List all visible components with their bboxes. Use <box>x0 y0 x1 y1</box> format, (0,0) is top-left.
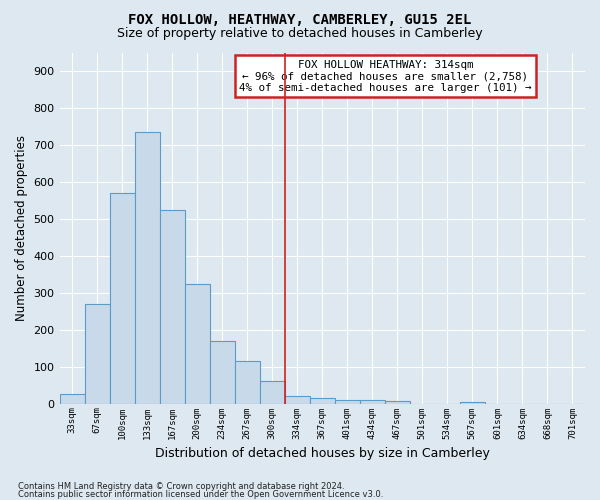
Bar <box>160 210 185 404</box>
Y-axis label: Number of detached properties: Number of detached properties <box>15 135 28 321</box>
Bar <box>110 193 134 404</box>
Bar <box>385 400 410 404</box>
Bar <box>260 382 285 404</box>
Bar <box>85 304 110 404</box>
Bar <box>235 361 260 404</box>
Bar <box>59 394 85 404</box>
Text: FOX HOLLOW, HEATHWAY, CAMBERLEY, GU15 2EL: FOX HOLLOW, HEATHWAY, CAMBERLEY, GU15 2E… <box>128 12 472 26</box>
Text: Contains public sector information licensed under the Open Government Licence v3: Contains public sector information licen… <box>18 490 383 499</box>
Text: Size of property relative to detached houses in Camberley: Size of property relative to detached ho… <box>117 28 483 40</box>
Bar <box>360 400 385 404</box>
Text: FOX HOLLOW HEATHWAY: 314sqm
← 96% of detached houses are smaller (2,758)
4% of s: FOX HOLLOW HEATHWAY: 314sqm ← 96% of det… <box>239 60 532 92</box>
Bar <box>134 132 160 404</box>
X-axis label: Distribution of detached houses by size in Camberley: Distribution of detached houses by size … <box>155 447 490 460</box>
Bar <box>335 400 360 404</box>
Bar <box>285 396 310 404</box>
Bar <box>460 402 485 404</box>
Bar <box>209 341 235 404</box>
Text: Contains HM Land Registry data © Crown copyright and database right 2024.: Contains HM Land Registry data © Crown c… <box>18 482 344 491</box>
Bar <box>310 398 335 404</box>
Bar <box>185 284 209 404</box>
